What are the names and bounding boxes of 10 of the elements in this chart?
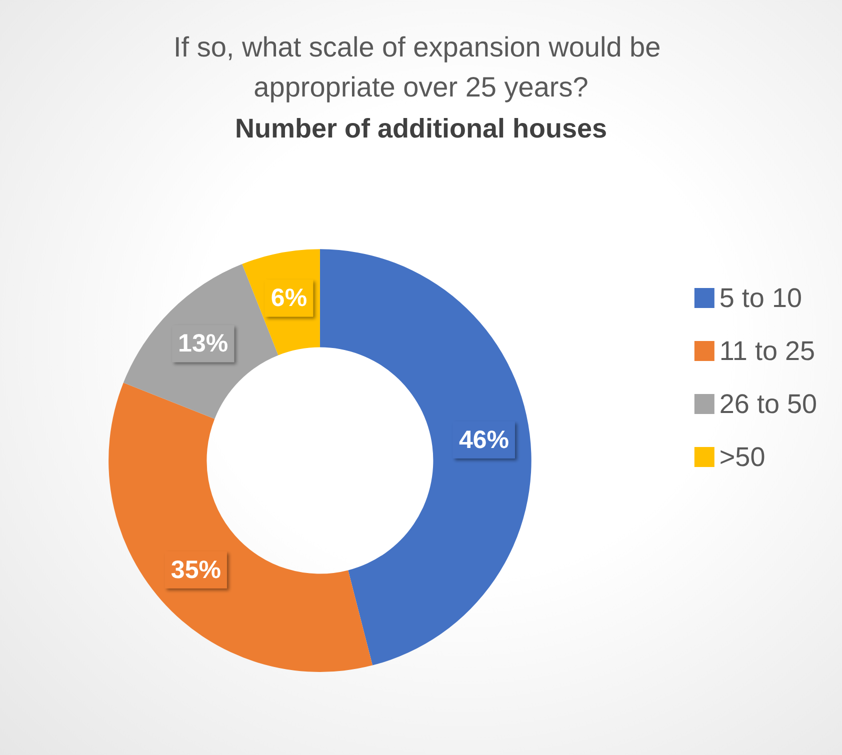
data-label: 13% [178, 330, 228, 358]
data-label: 35% [170, 556, 221, 584]
legend-label: 5 to 10 [719, 283, 802, 313]
chart-subtitle: Number of additional houses [234, 114, 608, 144]
data-label: 6% [270, 284, 308, 312]
chart-title: If so, what scale of expansion would be appropriate over 25 years? [174, 32, 668, 102]
legend-label: >50 [719, 442, 766, 472]
data-label: 46% [458, 426, 510, 454]
legend-label: 26 to 50 [719, 389, 818, 419]
legend-label: 11 to 25 [719, 336, 816, 366]
